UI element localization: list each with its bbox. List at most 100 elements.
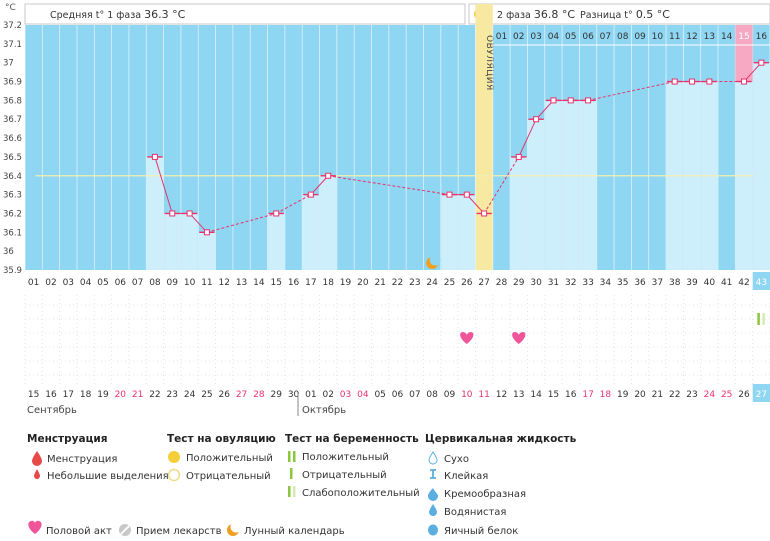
date-label: 27 [756,390,767,400]
plot-background [25,25,770,270]
symptom-grid: 01 02 03 04 05 06 07 08 09 10 11 12 13 14 15 16 17 18 19 20… [24,272,770,402]
cycle-day-label: 23 [409,278,420,288]
top-day-number: 07 [600,32,611,42]
date-label: 24 [184,390,196,400]
cycle-day-label: 21 [374,278,385,288]
temperature-line-segment [189,213,208,233]
temperature-point [758,59,765,66]
temperature-bar [579,100,597,270]
diff-label: Разница t° [580,10,633,21]
legend-cervical-sticky: Клейкая [444,471,488,482]
top-day-number: 04 [548,32,560,42]
legend-menstruation-item: Менструация [47,454,117,465]
pregnancy-weak-icon [288,486,291,497]
cycle-day-label: 08 [149,278,161,288]
legend-menstruation-title: Менструация [27,433,107,445]
pregnancy-test-marker [757,313,760,325]
menstruation-drop-icon [32,451,42,466]
cycle-day-label: 29 [513,278,525,288]
cycle-day-label: 32 [565,278,576,288]
cycle-day-label: 22 [392,278,403,288]
ovulation-positive-icon [168,451,180,463]
phase1-value: 36.3 °C [144,8,185,21]
date-label: 10 [461,390,473,400]
cervical-creamy-icon [428,488,438,501]
cycle-day-label: 07 [132,278,143,288]
date-label: 13 [513,390,524,400]
temperature-line-segment [535,100,554,120]
cycle-day-label: 19 [340,278,352,288]
temperature-line-segment [154,156,173,214]
legend-ovulation-test-title: Тест на овуляцию [167,433,276,445]
phase2-box [468,3,770,25]
intercourse-heart-icon [512,332,526,344]
legend-intercourse: Половой акт [46,526,112,537]
cycle-day-label: 41 [721,278,732,288]
top-day-number: 02 [513,32,524,42]
temperature-bar [458,194,475,270]
cycle-day-label: 28 [496,278,508,288]
legend-cervical-eggwhite: Яичный белок [444,526,518,537]
temperature-bar [181,213,198,270]
date-label: 15 [548,390,559,400]
cycle-day-label: 27 [478,278,489,288]
temperature-point [273,210,280,217]
legend-cervical-dry: Сухо [444,454,469,465]
phase2-value: 36.8 °C [534,8,575,21]
y-tick-label: 36.1 [3,228,22,238]
top-day-number: 01 [496,32,507,42]
date-label: 23 [686,390,697,400]
date-label: 24 [704,390,716,400]
cervical-sticky-icon [430,469,436,479]
legend-pregnancy-weak: Слабоположительный [302,488,420,499]
top-day-number: 14 [721,32,733,42]
legend-pregnancy-negative: Отрицательный [302,470,387,481]
y-tick-label: 36.9 [3,78,22,88]
ovulation-column [475,4,493,270]
date-label: 19 [617,390,629,400]
date-label: 28 [253,390,265,400]
y-tick-label: 36.5 [3,153,22,163]
temperature-point [325,172,332,179]
temperature-bar [146,156,164,270]
temperature-point [671,78,678,85]
temperature-bar [753,62,770,270]
temperature-point [567,97,574,104]
temperature-bar [545,100,562,270]
cervical-dry-icon [428,451,438,465]
temperature-point [585,97,592,104]
cycle-day-label: 25 [444,278,455,288]
svg-text:Разница t° 0.5 °C: Разница t° 0.5 °C [580,8,670,21]
date-label: 29 [270,390,282,400]
header: Средняя t° 1 фаза 36.3 °C 2 фаза 36.8 °C… [24,3,770,25]
date-label: 17 [63,390,74,400]
svg-text:2 фаза 36.8 °C: 2 фаза 36.8 °C [497,8,575,21]
cycle-day-label: 10 [184,278,196,288]
date-label: 09 [444,390,456,400]
top-day-number: 05 [565,32,576,42]
date-label: 22 [149,390,160,400]
plot-area: ОВУЛЯЦИЯ 01 02 03 04 05 06 07 08 09 10 11 12 13 14 15 16… [3,4,770,276]
phase2-label: 2 фаза [497,10,531,21]
cycle-day-label: 01 [28,278,39,288]
temperature-point [515,153,522,160]
y-tick-label: 35.9 [3,266,22,276]
legend-ovulation-negative: Отрицательный [186,471,271,482]
month-label-october: Октябрь [302,405,346,416]
y-tick-label: 36.8 [3,96,22,106]
temperature-point [533,116,540,123]
top-day-number: 09 [634,32,646,42]
cycle-day-label: 31 [548,278,559,288]
date-label: 25 [201,390,212,400]
temperature-bar [441,194,458,270]
phase1-box [24,3,466,25]
top-day-number: 11 [669,32,680,42]
top-day-number: 08 [617,32,629,42]
diff-value: 0.5 °C [636,8,670,21]
cycle-day-label: 38 [669,278,681,288]
date-label: 07 [409,390,420,400]
temperature-line-segment [743,62,762,82]
cycle-day-label: 15 [270,278,281,288]
temperature-bar [320,175,337,270]
